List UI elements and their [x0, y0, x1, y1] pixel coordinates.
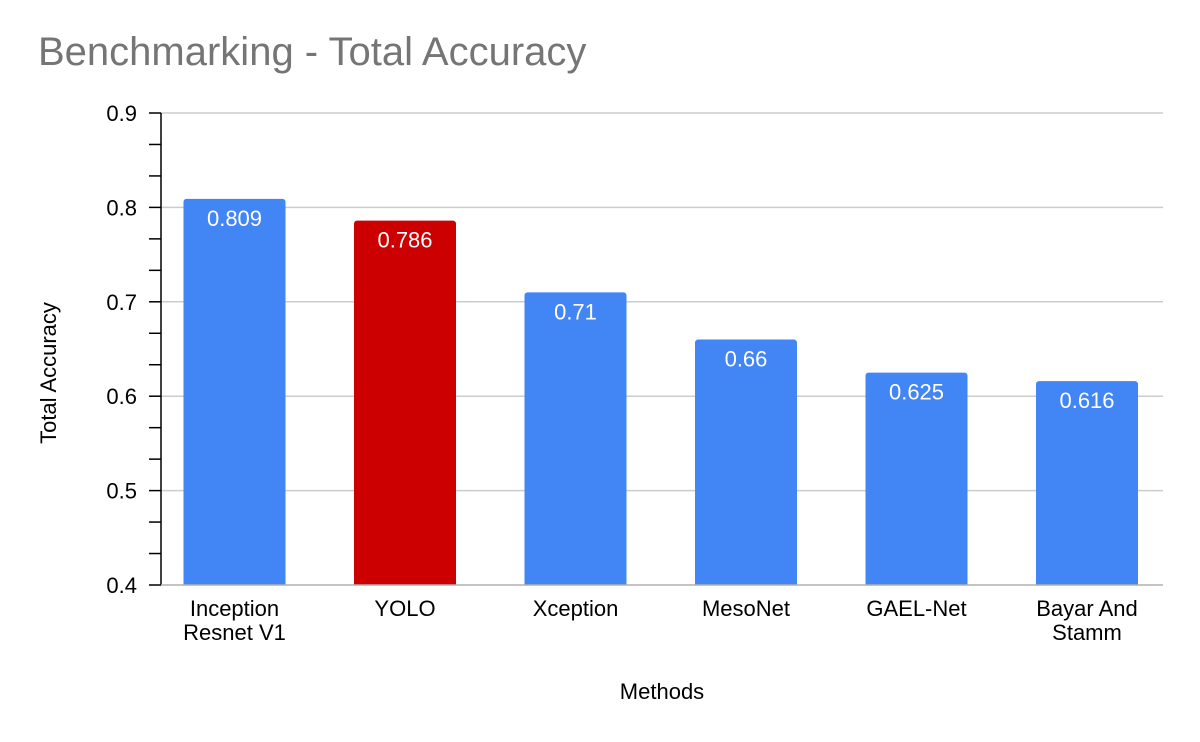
y-tick-label: 0.9	[106, 101, 137, 126]
data-label: 0.66	[725, 347, 768, 372]
y-tick-labels: 0.4 0.5 0.6 0.7 0.8 0.9	[106, 101, 137, 598]
y-tick-label: 0.4	[106, 573, 137, 598]
x-tick-label: MesoNet	[702, 596, 790, 621]
bar-base-4	[695, 581, 797, 585]
bar-3	[524, 292, 627, 585]
y-tick-label: 0.7	[106, 290, 137, 315]
data-labels: 0.809 0.786 0.71 0.66 0.625 0.616	[207, 206, 1115, 413]
bar-base-2	[354, 581, 456, 585]
x-tick-label: Bayar And	[1036, 596, 1138, 621]
x-tick-label: GAEL-Net	[866, 596, 966, 621]
y-tick-label: 0.5	[106, 479, 137, 504]
x-tick-label: YOLO	[374, 596, 435, 621]
data-label: 0.71	[554, 299, 597, 324]
x-tick-label: Resnet V1	[183, 620, 286, 645]
bar-6	[1036, 381, 1138, 585]
bar-base-6	[1036, 581, 1138, 585]
axes	[149, 112, 1163, 586]
bar-base-1	[183, 581, 286, 585]
bars	[183, 198, 1138, 586]
x-tick-label: Inception	[190, 596, 279, 621]
chart-title: Benchmarking - Total Accuracy	[38, 30, 587, 74]
x-tick-label: Stamm	[1052, 620, 1122, 645]
gridlines	[161, 112, 1163, 492]
data-label: 0.786	[377, 228, 432, 253]
bar-4	[695, 339, 797, 585]
y-tick-label: 0.6	[106, 384, 137, 409]
bar-5	[865, 372, 968, 585]
data-label: 0.616	[1059, 388, 1114, 413]
bar-2	[354, 220, 456, 585]
data-label: 0.809	[207, 206, 262, 231]
x-axis-title: Methods	[620, 679, 704, 704]
x-tick-label: Xception	[533, 596, 619, 621]
bar-1	[183, 198, 286, 586]
bar-base-3	[524, 581, 627, 585]
y-axis-title: Total Accuracy	[36, 302, 61, 444]
y-tick-label: 0.8	[106, 195, 137, 220]
data-label: 0.625	[889, 380, 944, 405]
bar-base-5	[865, 581, 968, 585]
